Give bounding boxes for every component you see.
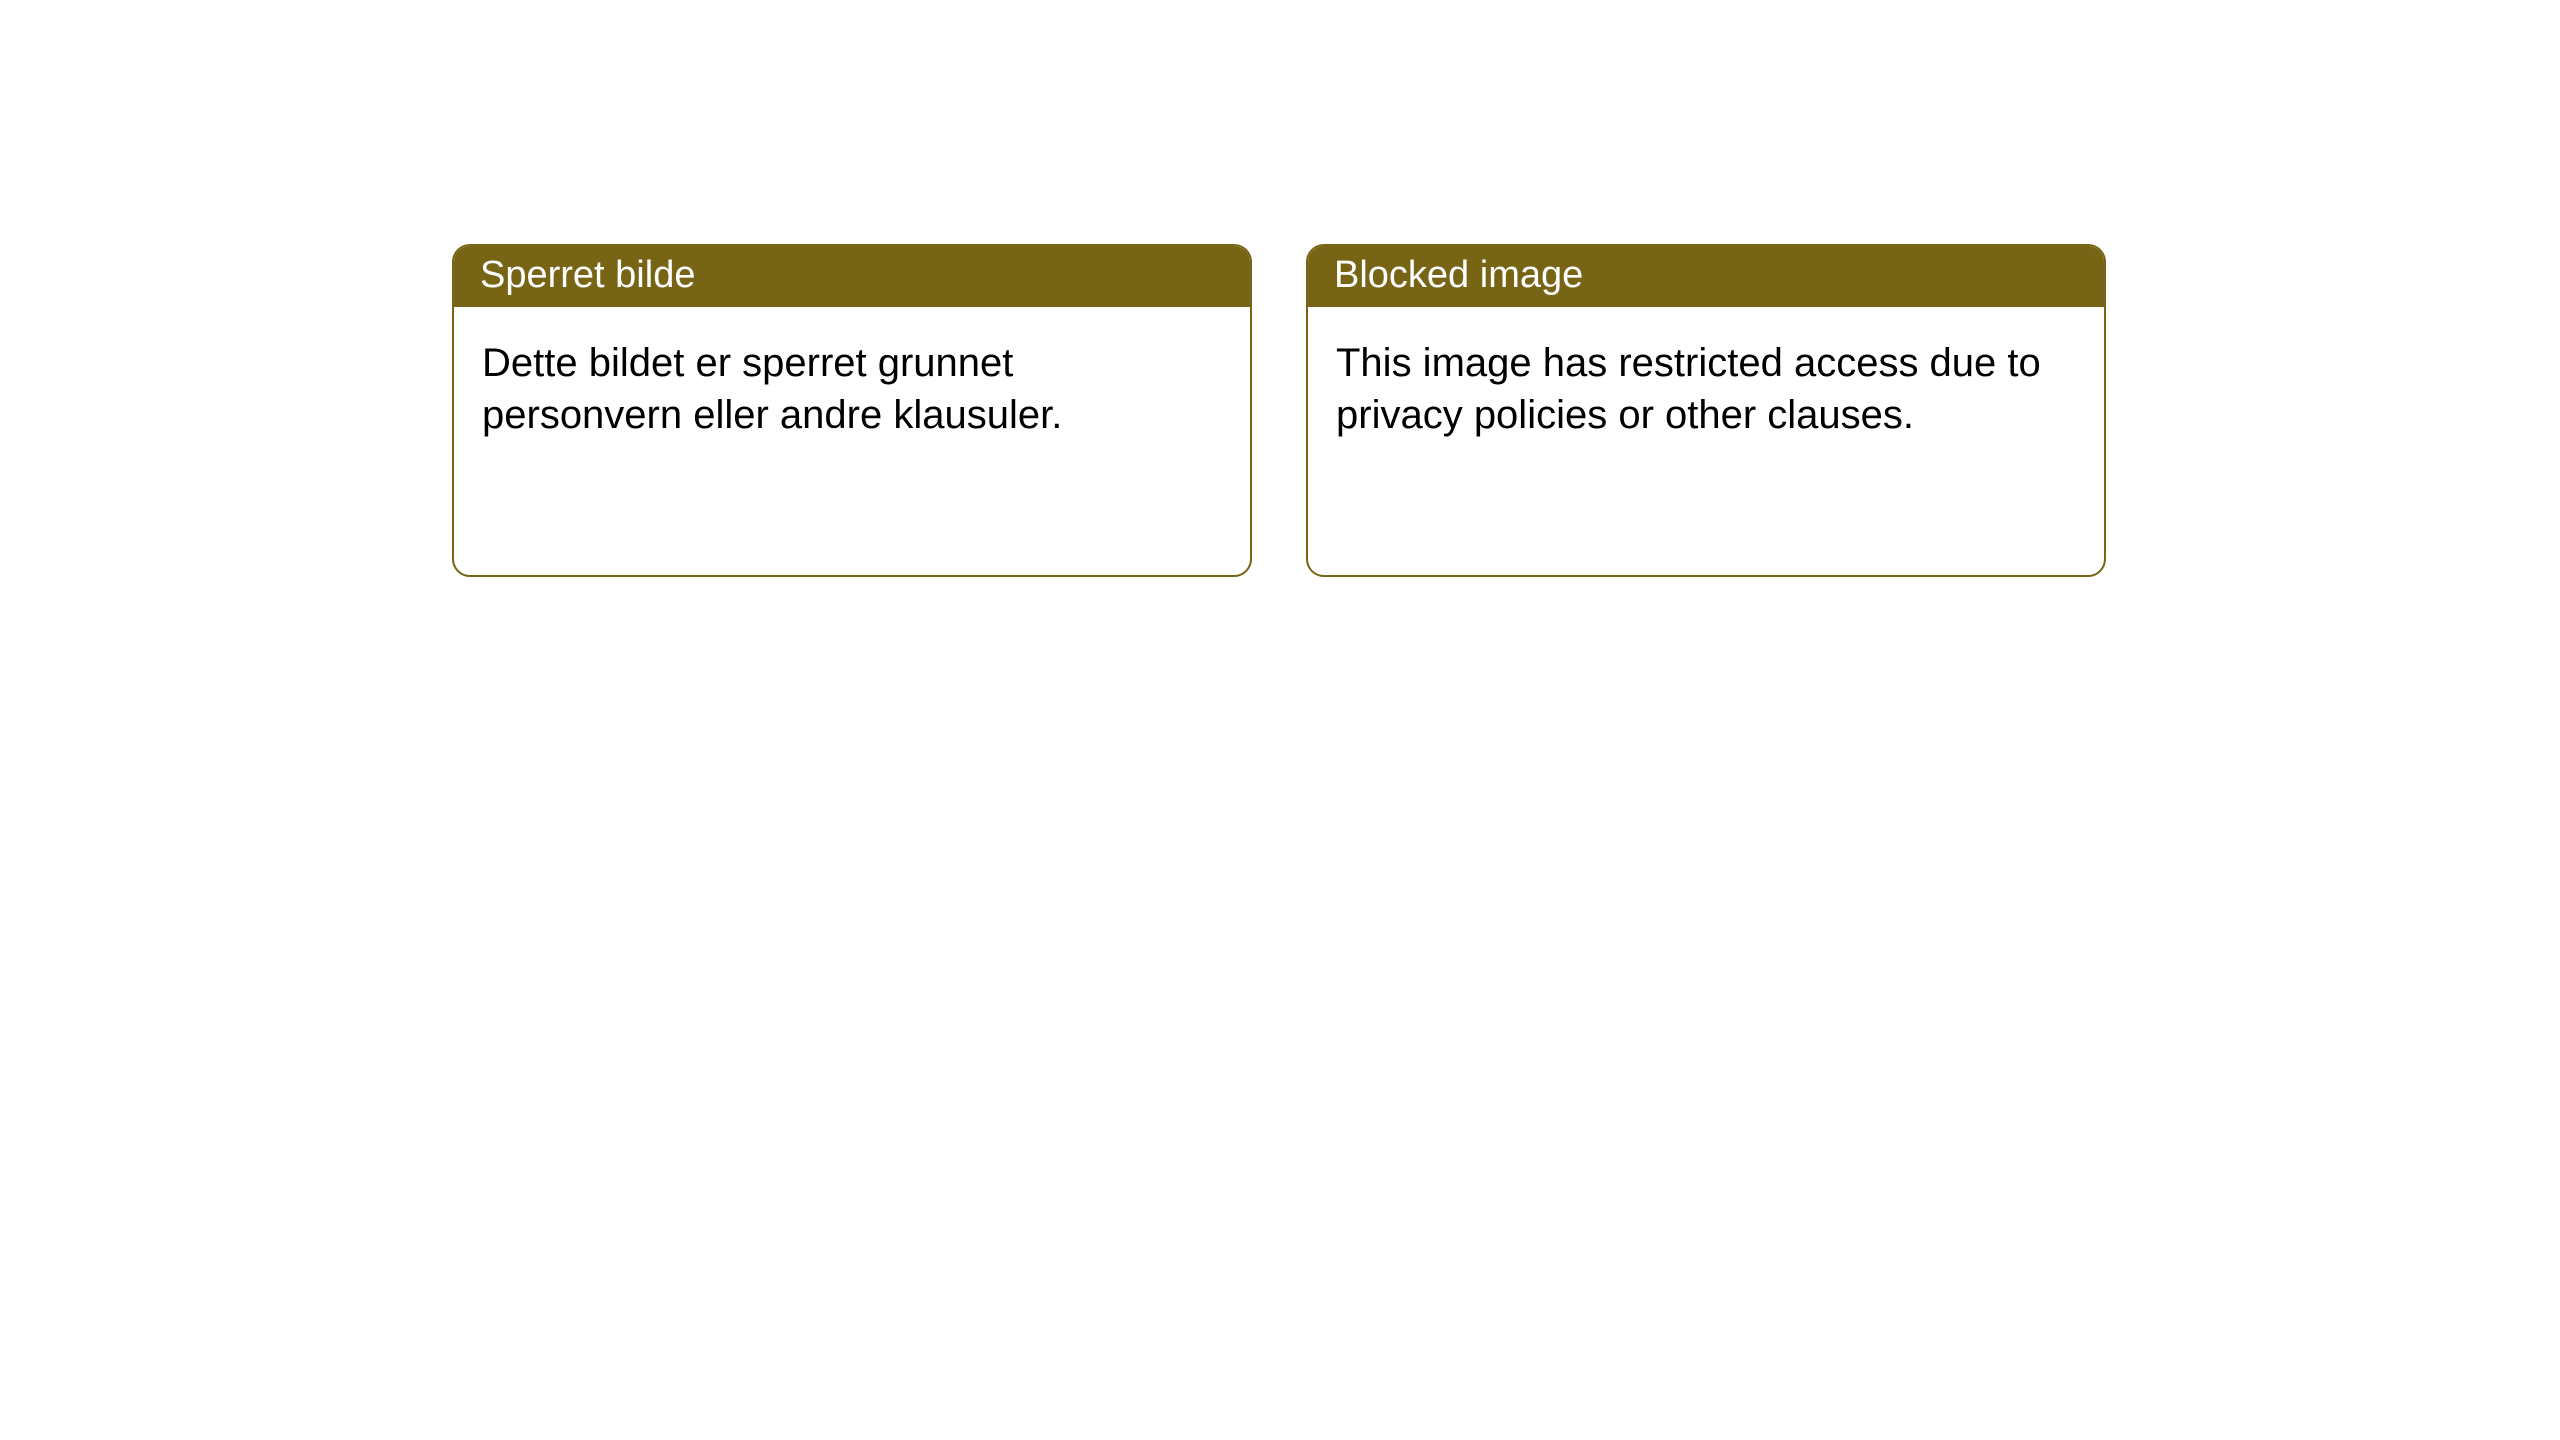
notice-card-norwegian: Sperret bilde Dette bildet er sperret gr…	[452, 244, 1252, 577]
card-title: Blocked image	[1334, 254, 1583, 296]
notice-cards-container: Sperret bilde Dette bildet er sperret gr…	[452, 244, 2106, 577]
card-body-text: Dette bildet er sperret grunnet personve…	[482, 341, 1062, 437]
card-header: Sperret bilde	[454, 246, 1250, 307]
card-body-text: This image has restricted access due to …	[1336, 341, 2041, 437]
card-body: This image has restricted access due to …	[1308, 307, 2104, 471]
card-header: Blocked image	[1308, 246, 2104, 307]
notice-card-english: Blocked image This image has restricted …	[1306, 244, 2106, 577]
card-title: Sperret bilde	[480, 254, 695, 296]
card-body: Dette bildet er sperret grunnet personve…	[454, 307, 1250, 471]
